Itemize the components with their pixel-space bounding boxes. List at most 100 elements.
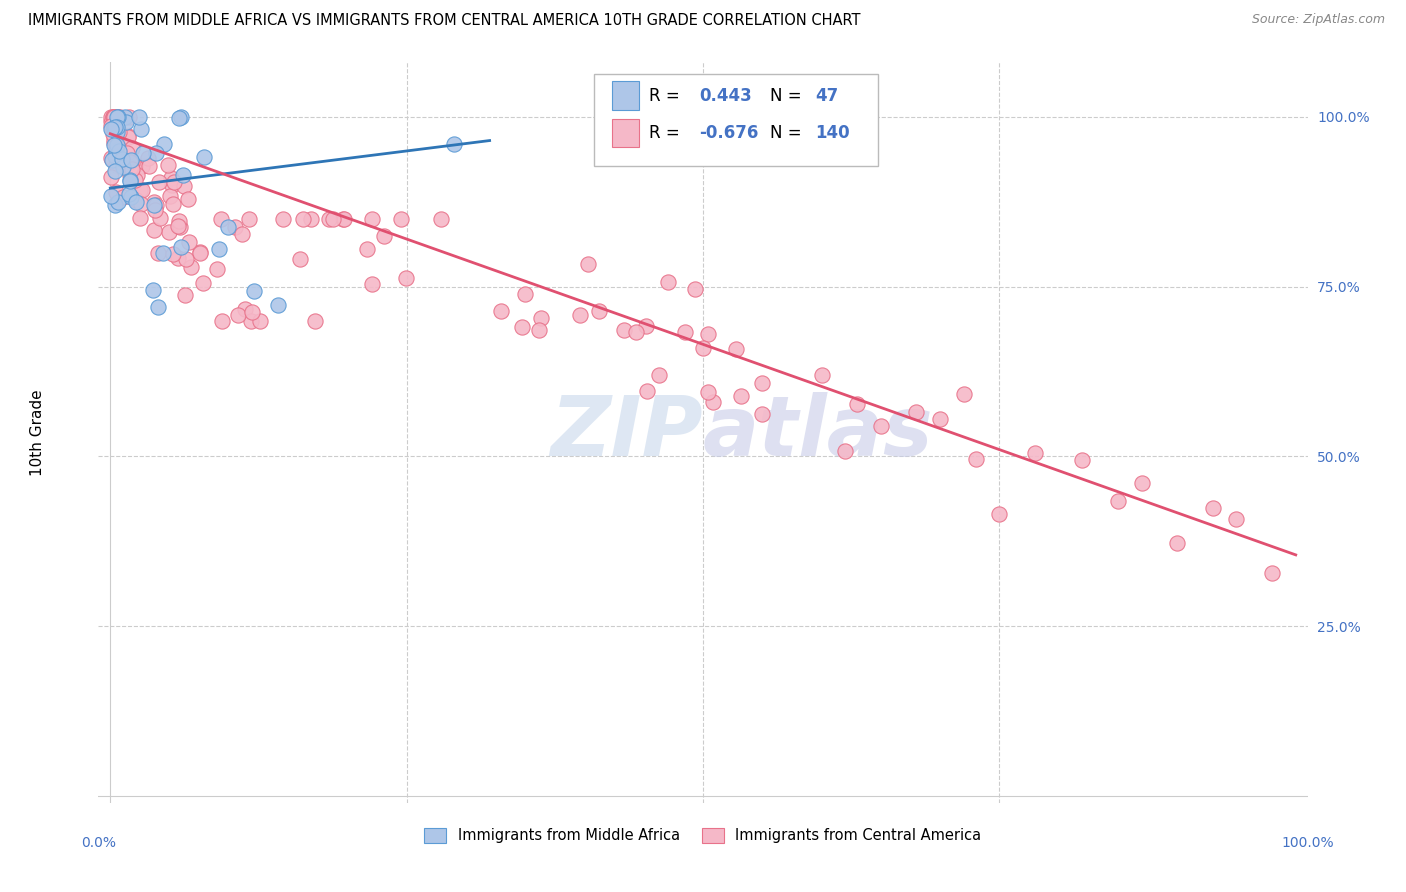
Point [143,203,166,218]
Point [118,174,141,188]
Point [104,110,127,124]
FancyBboxPatch shape [595,73,879,166]
Point [148,175,170,189]
Point [167,112,190,126]
Point [115,151,138,165]
Point [249,313,271,327]
Point [1071,453,1094,467]
Bar [613,119,638,147]
Point [117,130,139,145]
Point [107,111,129,125]
Point [107,145,129,159]
Point [356,242,378,256]
Point [138,159,160,173]
Point [120,173,142,187]
Point [149,211,172,225]
Point [103,137,125,152]
Point [179,235,201,249]
Point [104,149,127,163]
Point [153,137,176,152]
Text: 100.0%: 100.0% [1281,836,1334,850]
Point [125,194,148,209]
Point [1107,493,1129,508]
Point [124,160,146,174]
Point [697,327,720,342]
Text: N =: N = [769,87,807,104]
Point [613,322,636,336]
Point [128,110,150,124]
Text: 47: 47 [815,87,839,104]
Point [131,146,153,161]
Point [127,168,149,182]
Point [332,211,354,226]
Point [238,211,260,226]
Point [103,120,125,135]
Point [292,211,315,226]
Point [120,153,142,167]
Point [569,308,592,322]
Point [107,195,129,210]
Point [142,283,165,297]
Text: 10th Grade: 10th Grade [31,389,45,476]
Point [145,198,167,212]
Point [103,127,125,141]
Point [905,404,928,418]
Point [142,198,165,212]
Point [489,304,512,318]
Text: R =: R = [648,87,685,104]
Point [172,168,194,182]
Bar [613,81,638,110]
Point [846,397,869,411]
Point [120,168,142,182]
Point [145,146,167,161]
Point [697,385,720,400]
Point [104,120,127,134]
Point [118,155,141,169]
Point [834,444,856,458]
Point [105,120,128,135]
Point [100,110,122,124]
Point [159,188,181,202]
Point [160,171,183,186]
Point [217,220,239,235]
Point [129,197,152,211]
Text: 0.443: 0.443 [699,87,752,104]
Point [243,284,266,298]
Point [107,110,129,124]
Point [515,287,537,301]
Point [105,110,128,124]
Point [988,507,1011,521]
Text: 0.0%: 0.0% [82,836,115,850]
Point [429,211,451,226]
Point [129,121,152,136]
Point [128,211,150,225]
Point [114,110,136,124]
Point [163,175,186,189]
Point [389,211,412,226]
Point [702,394,724,409]
Point [162,247,184,261]
Point [108,110,131,124]
Point [111,160,134,174]
Text: -0.676: -0.676 [699,124,759,142]
Point [143,223,166,237]
Point [730,389,752,403]
Point [290,252,312,266]
Point [443,136,465,151]
Point [101,110,124,124]
Point [104,158,127,172]
Point [683,282,706,296]
Point [121,161,143,176]
Point [100,151,122,165]
Point [360,277,382,292]
Text: IMMIGRANTS FROM MIDDLE AFRICA VS IMMIGRANTS FROM CENTRAL AMERICA 10TH GRADE CORR: IMMIGRANTS FROM MIDDLE AFRICA VS IMMIGRA… [28,13,860,29]
Point [146,246,169,260]
Point [146,300,169,314]
Point [751,376,773,391]
Point [299,211,322,226]
Point [103,110,125,124]
Point [166,252,188,266]
Point [180,260,202,275]
Point [233,302,256,317]
Point [1225,512,1247,526]
